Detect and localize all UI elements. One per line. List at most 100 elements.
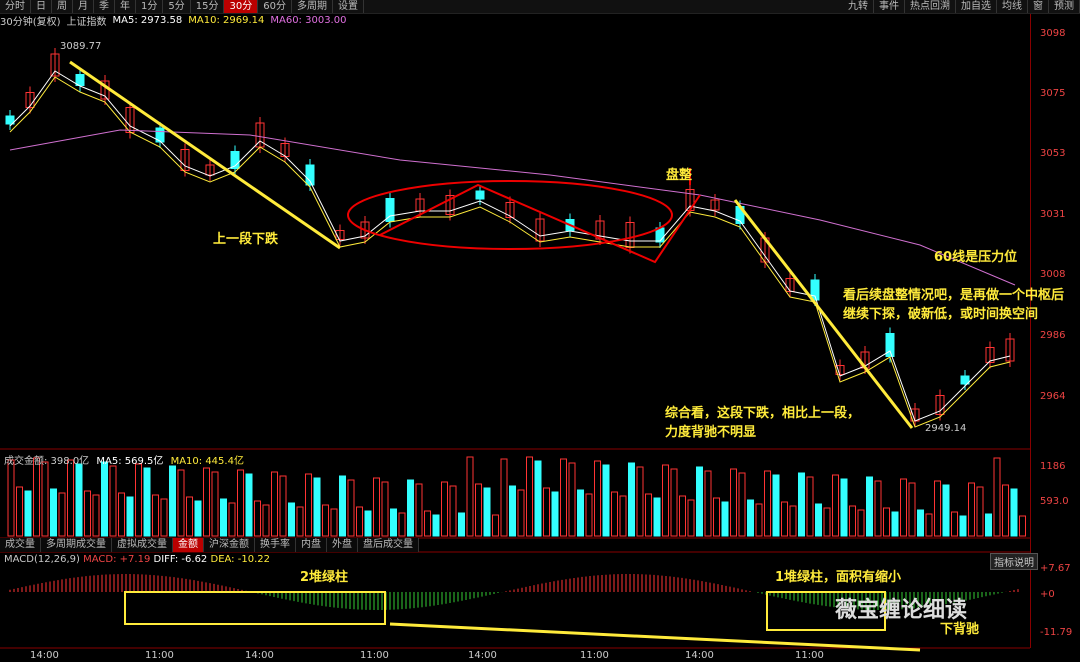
period-tab[interactable]: 设置 bbox=[333, 0, 364, 13]
period-tab[interactable]: 15分 bbox=[191, 0, 225, 13]
candle-body bbox=[535, 218, 545, 242]
volume-bar bbox=[866, 476, 873, 537]
tool-tab[interactable]: 九转 bbox=[843, 0, 874, 13]
candle-body bbox=[1005, 338, 1015, 362]
volume-bar bbox=[900, 478, 907, 537]
volume-bar bbox=[594, 460, 601, 537]
volume-bar bbox=[313, 477, 321, 537]
tool-tab[interactable]: 窗 bbox=[1028, 0, 1049, 13]
period-tab[interactable]: 周 bbox=[52, 0, 73, 13]
period-tab[interactable]: 月 bbox=[73, 0, 94, 13]
period-tab[interactable]: 分时 bbox=[0, 0, 31, 13]
candle-body bbox=[960, 375, 970, 385]
high-price-label: 3089.77 bbox=[60, 41, 102, 52]
period-label: 30分钟(复权) bbox=[0, 17, 61, 28]
volume-bar bbox=[245, 473, 253, 537]
watermark: 薇宝缠论细读 bbox=[835, 598, 968, 623]
indicator-tab[interactable]: 成交量 bbox=[0, 538, 41, 552]
volume-bar bbox=[789, 505, 797, 537]
indicator-tab[interactable]: 沪深金额 bbox=[204, 538, 255, 552]
volume-bar bbox=[764, 470, 771, 537]
annot-summary-2: 力度背驰不明显 bbox=[665, 425, 757, 440]
volume-bar bbox=[730, 468, 737, 537]
drop-arrow-2 bbox=[733, 199, 914, 429]
price-axis-label: 3008 bbox=[1040, 269, 1066, 280]
volume-bar bbox=[84, 490, 91, 537]
indicator-tab[interactable]: 虚拟成交量 bbox=[112, 538, 173, 552]
volume-bar bbox=[483, 487, 491, 537]
volume-bar bbox=[92, 494, 100, 537]
volume-bar bbox=[58, 492, 66, 537]
volume-bar bbox=[126, 496, 134, 537]
volume-bar bbox=[33, 457, 40, 537]
annot-outlook-2: 继续下探，破新低，或时间换空间 bbox=[843, 307, 1039, 322]
indicator-tab[interactable]: 多周期成交量 bbox=[41, 538, 112, 552]
candle-body bbox=[50, 53, 60, 77]
period-tab[interactable]: 年 bbox=[115, 0, 136, 13]
volume-bar bbox=[220, 498, 227, 537]
period-tab[interactable]: 多周期 bbox=[292, 0, 333, 13]
volume-bar bbox=[925, 513, 933, 537]
time-axis-label: 11:00 bbox=[360, 650, 389, 661]
volume-bar bbox=[679, 495, 686, 537]
period-tab[interactable]: 30分 bbox=[224, 0, 259, 13]
volume-bar bbox=[517, 489, 525, 537]
volume-bar bbox=[109, 465, 117, 537]
volume-bar bbox=[747, 499, 754, 537]
volume-bar bbox=[415, 483, 423, 537]
period-tab[interactable]: 1分 bbox=[136, 0, 164, 13]
macd-axis-top: +7.67 bbox=[1040, 563, 1071, 574]
tool-tab[interactable]: 热点回溯 bbox=[905, 0, 956, 13]
candle-body bbox=[445, 195, 455, 215]
tool-tab[interactable]: 均线 bbox=[997, 0, 1028, 13]
candle-body bbox=[360, 221, 370, 239]
price-axis-label: 3031 bbox=[1040, 209, 1066, 220]
volume-bar bbox=[50, 488, 57, 537]
indicator-tab[interactable]: 盘后成交量 bbox=[358, 538, 419, 552]
volume-bar bbox=[696, 466, 703, 537]
volume-bar bbox=[985, 513, 992, 537]
time-axis-label: 11:00 bbox=[145, 650, 174, 661]
time-axis-label: 14:00 bbox=[245, 650, 274, 661]
volume-bar bbox=[177, 469, 185, 537]
period-tab[interactable]: 60分 bbox=[258, 0, 292, 13]
macd-title: MACD(12,26,9) bbox=[4, 554, 80, 565]
volume-bar bbox=[194, 500, 202, 537]
tool-tab[interactable]: 加自选 bbox=[956, 0, 997, 13]
candle-body bbox=[335, 230, 345, 240]
period-tab[interactable]: 日 bbox=[31, 0, 52, 13]
indicator-tab[interactable]: 金额 bbox=[173, 538, 204, 552]
volume-bar bbox=[424, 510, 431, 537]
volume-bar bbox=[636, 466, 644, 537]
volume-bar bbox=[288, 502, 295, 537]
period-tab[interactable]: 季 bbox=[94, 0, 115, 13]
volume-bar bbox=[568, 462, 576, 537]
volume-bar bbox=[755, 503, 763, 537]
tool-tab[interactable]: 预测 bbox=[1049, 0, 1080, 13]
candle-body bbox=[205, 164, 215, 176]
time-axis-label: 14:00 bbox=[685, 650, 714, 661]
volume-bar bbox=[135, 463, 142, 537]
volume-bar bbox=[908, 482, 916, 537]
candle-body bbox=[475, 190, 485, 200]
volume-bar bbox=[526, 456, 533, 537]
volume-bar bbox=[373, 477, 380, 537]
volume-bar bbox=[832, 474, 839, 537]
indicator-tab[interactable]: 内盘 bbox=[296, 538, 327, 552]
price-axis-label: 3053 bbox=[1040, 148, 1066, 159]
ma5-label: MA5: 2973.58 bbox=[112, 15, 183, 26]
price-axis bbox=[1030, 14, 1080, 648]
volume-bar bbox=[653, 497, 661, 537]
indicator-help-button[interactable]: 指标说明 bbox=[990, 553, 1038, 570]
volume-bar bbox=[41, 461, 49, 537]
tool-tab[interactable]: 事件 bbox=[874, 0, 905, 13]
volume-bar bbox=[271, 471, 278, 537]
indicator-tab[interactable]: 换手率 bbox=[255, 538, 296, 552]
period-tab[interactable]: 5分 bbox=[163, 0, 191, 13]
candle-body bbox=[935, 395, 945, 415]
indicator-tab[interactable]: 外盘 bbox=[327, 538, 358, 552]
volume-bar bbox=[670, 468, 678, 537]
time-axis: 14:00 11:00 14:00 11:00 14:00 11:00 14:00 11:00 bbox=[0, 650, 1030, 662]
annot-bottom-div: 下背驰 bbox=[940, 622, 980, 637]
ma60-line bbox=[9, 129, 1016, 286]
